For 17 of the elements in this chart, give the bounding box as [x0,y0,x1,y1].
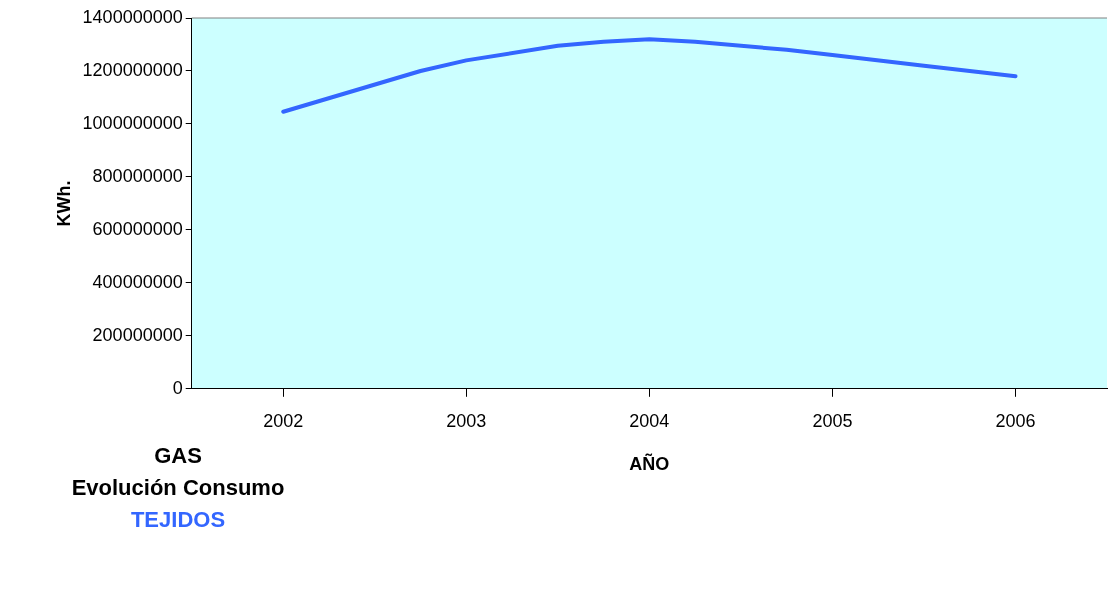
y-tick-label: 1000000000 [82,112,183,133]
x-tick-label: 2004 [629,410,670,431]
y-tick-label: 0 [172,377,183,398]
x-axis-title: AÑO [629,453,670,475]
y-tick-label: 1200000000 [82,59,183,80]
x-tick-label: 2003 [446,410,487,431]
y-tick-label: 400000000 [92,271,183,292]
y-tick-label: 800000000 [92,165,183,186]
x-tick-label: 2002 [263,410,304,431]
y-tick-label: 200000000 [92,324,183,345]
text: GAS Evolución Consumo [70,442,286,502]
y-tick-label: 1400000000 [82,6,183,27]
text: TEJIDOS [129,506,227,534]
y-axis-title: KWh. [53,180,74,227]
x-tick-label: 2005 [812,410,853,431]
x-tick-label: 2006 [995,410,1036,431]
y-tick-label: 600000000 [92,218,183,239]
